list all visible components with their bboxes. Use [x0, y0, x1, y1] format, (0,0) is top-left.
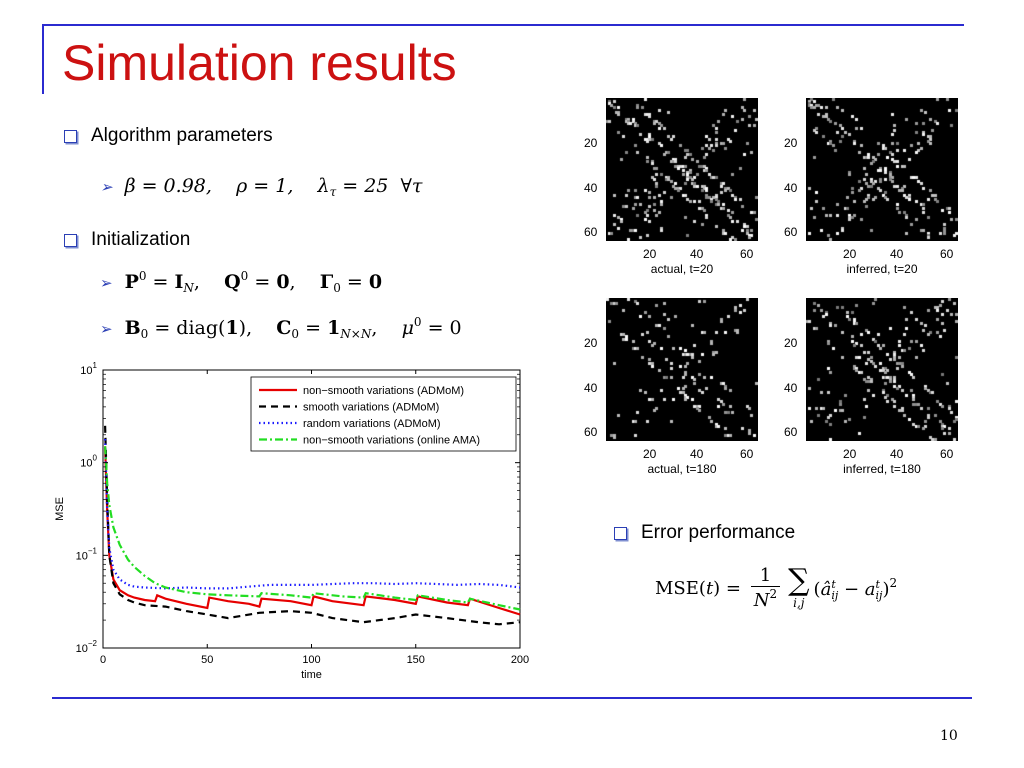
- x-tick: 60: [740, 447, 754, 461]
- legend-label: non−smooth variations (ADMoM): [303, 385, 464, 397]
- y-tick-label: 10−1: [76, 546, 98, 562]
- heatmap-image: [606, 98, 758, 241]
- top-rule: [42, 24, 964, 26]
- panel-caption: actual, t=20: [650, 262, 714, 276]
- x-tick: 40: [890, 447, 904, 461]
- series-layer: [104, 425, 521, 626]
- legend-layer: non−smooth variations (ADMoM) smooth vari…: [250, 376, 517, 452]
- y-tick: 60: [784, 225, 798, 239]
- series-line-3: [104, 438, 521, 590]
- x-tick: 60: [940, 247, 954, 261]
- series-line-4: [104, 446, 521, 611]
- legend-label: smooth variations (ADMoM): [303, 402, 439, 414]
- y-tick: 20: [784, 136, 798, 150]
- mse-formula: MSE(t) = 1 N2 ∑ i,j (â t ij − a t ij)2: [655, 563, 898, 611]
- legend-label: random variations (ADMoM): [303, 418, 441, 430]
- y-tick: 20: [584, 336, 598, 350]
- series-line-1: [104, 446, 521, 616]
- checkbox-bullet-icon: [64, 129, 77, 143]
- x-tick-label: 50: [201, 654, 213, 666]
- y-tick-label: 101: [80, 361, 97, 377]
- heatmap-image: [806, 98, 958, 241]
- y-tick: 20: [584, 136, 598, 150]
- bullet-label: Algorithm parameters: [91, 125, 273, 146]
- heatmap-image: [606, 298, 758, 441]
- heatmap-image: [806, 298, 958, 441]
- x-tick: 20: [843, 247, 857, 261]
- panel-caption: actual, t=180: [647, 462, 717, 476]
- panel-caption: inferred, t=20: [846, 262, 918, 276]
- y-tick: 60: [784, 425, 798, 439]
- bullet-error-performance: Error performance: [614, 522, 795, 544]
- x-tick-label: 100: [302, 654, 320, 666]
- arrow-bullet-icon: ➢: [100, 178, 113, 196]
- y-axis-label: MSE: [54, 497, 66, 521]
- bullet-algorithm-parameters: Algorithm parameters: [64, 125, 273, 147]
- checkbox-bullet-icon: [64, 233, 77, 247]
- x-tick-label: 0: [100, 654, 106, 666]
- y-tick: 40: [784, 381, 798, 395]
- x-axis-label: time: [301, 669, 322, 681]
- heatmap-panel-inferred-t20: 20 40 60 20 40 60 inferred, t=20: [780, 98, 980, 288]
- x-tick: 40: [690, 447, 704, 461]
- y-tick: 40: [584, 381, 598, 395]
- y-tick: 60: [584, 225, 598, 239]
- x-tick: 20: [843, 447, 857, 461]
- params-equation: ➢ β = 0.98, ρ = 1, λτ = 25 ∀τ: [100, 175, 423, 199]
- x-tick: 20: [643, 247, 657, 261]
- y-tick: 20: [784, 336, 798, 350]
- checkbox-bullet-icon: [614, 526, 627, 540]
- y-tick-label: 10−2: [76, 639, 98, 655]
- x-tick: 40: [890, 247, 904, 261]
- x-tick-label: 200: [511, 654, 529, 666]
- page-number: 10: [940, 728, 958, 744]
- heatmap-panel-actual-t180: 20 40 60 20 40 60 actual, t=180: [580, 298, 780, 488]
- heatmap-panel-actual-t20: 20 40 60 20 40 60 actual, t=20: [580, 98, 780, 288]
- bullet-initialization: Initialization: [64, 229, 190, 251]
- heatmap-panel-inferred-t180: 20 40 60 20 40 60 inferred, t=180: [780, 298, 980, 488]
- bullet-label: Error performance: [641, 522, 796, 543]
- arrow-bullet-icon: ➢: [100, 274, 113, 292]
- panel-caption: inferred, t=180: [843, 462, 921, 476]
- x-tick: 60: [740, 247, 754, 261]
- bullet-label: Initialization: [91, 229, 191, 250]
- y-tick: 40: [784, 181, 798, 195]
- y-tick: 40: [584, 181, 598, 195]
- series-line-2: [104, 425, 521, 626]
- title-accent-bar: [42, 24, 44, 94]
- tick-layer: 0 50 100 150 200 time 101 100 10−1 10−2 MSE: [54, 361, 529, 681]
- init-equation-1: ➢ P0 = IN, Q0 = 0, Γ0 = 0: [100, 269, 383, 295]
- bottom-rule: [52, 697, 972, 699]
- y-tick-label: 100: [80, 454, 97, 470]
- legend-label: non−smooth variations (online AMA): [303, 435, 480, 447]
- x-tick: 40: [690, 247, 704, 261]
- x-tick: 20: [643, 447, 657, 461]
- mse-chart: 0 50 100 150 200 time 101 100 10−1 10−2 MSE non−sm…: [54, 361, 529, 681]
- x-tick-label: 150: [407, 654, 425, 666]
- arrow-bullet-icon: ➢: [100, 320, 113, 338]
- init-equation-2: ➢ B0 = diag(1), C0 = 1N×N, μ0 = 0: [100, 315, 462, 341]
- slide-title: Simulation results: [62, 35, 457, 91]
- x-tick: 60: [940, 447, 954, 461]
- y-tick: 60: [584, 425, 598, 439]
